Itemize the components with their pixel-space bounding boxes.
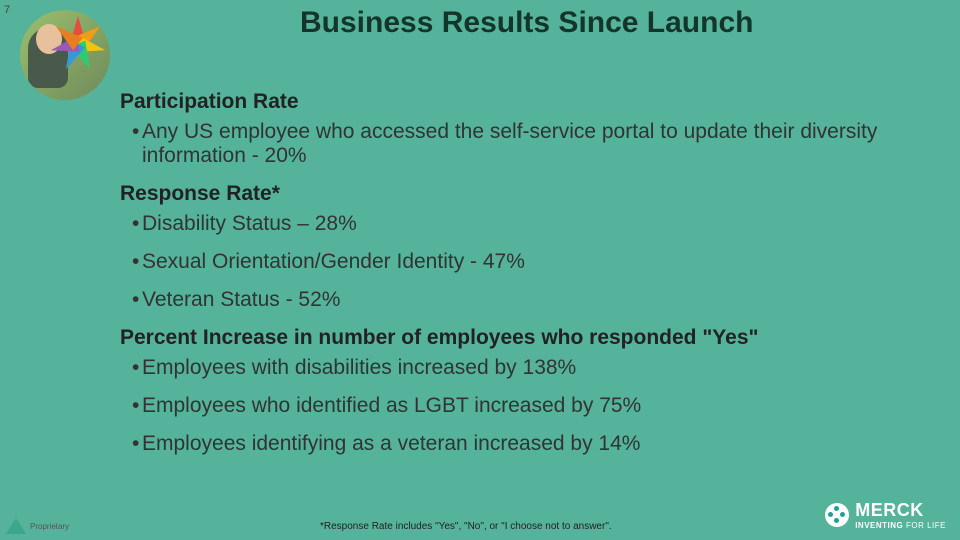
bullet-item: • Any US employee who accessed the self-…: [132, 120, 920, 168]
bullet-item: • Sexual Orientation/Gender Identity - 4…: [132, 250, 920, 274]
tagline-rest: FOR LIFE: [903, 521, 946, 530]
merck-text-block: MERCK INVENTING FOR LIFE: [855, 500, 946, 530]
section-heading: Percent Increase in number of employees …: [120, 326, 920, 350]
bullet-item: • Employees identifying as a veteran inc…: [132, 432, 920, 456]
page-number: 7: [4, 4, 10, 16]
content-area: Participation Rate • Any US employee who …: [120, 80, 920, 470]
slide: 7 Business Results Since Launch Particip…: [0, 0, 960, 540]
triangle-icon: [6, 518, 26, 534]
merck-mark-icon: [825, 503, 849, 527]
section-heading: Response Rate*: [120, 182, 920, 206]
avatar-image: [20, 10, 110, 100]
proprietary-label: Proprietary: [30, 522, 69, 531]
footnote: *Response Rate includes "Yes", "No", or …: [320, 521, 612, 532]
bullet-item: • Veteran Status - 52%: [132, 288, 920, 312]
tagline-bold: INVENTING: [855, 521, 903, 530]
bullet-item: • Employees who identified as LGBT incre…: [132, 394, 920, 418]
bullet-item: • Disability Status – 28%: [132, 212, 920, 236]
footer-left: Proprietary: [6, 518, 69, 534]
brand-name: MERCK: [855, 500, 946, 521]
slide-title: Business Results Since Launch: [300, 6, 860, 39]
avatar: [20, 10, 110, 100]
umbrella-icon: [50, 16, 106, 72]
brand-tagline: INVENTING FOR LIFE: [855, 521, 946, 530]
footer-right-logo: MERCK INVENTING FOR LIFE: [825, 500, 946, 530]
section-heading: Participation Rate: [120, 90, 920, 114]
bullet-item: • Employees with disabilities increased …: [132, 356, 920, 380]
